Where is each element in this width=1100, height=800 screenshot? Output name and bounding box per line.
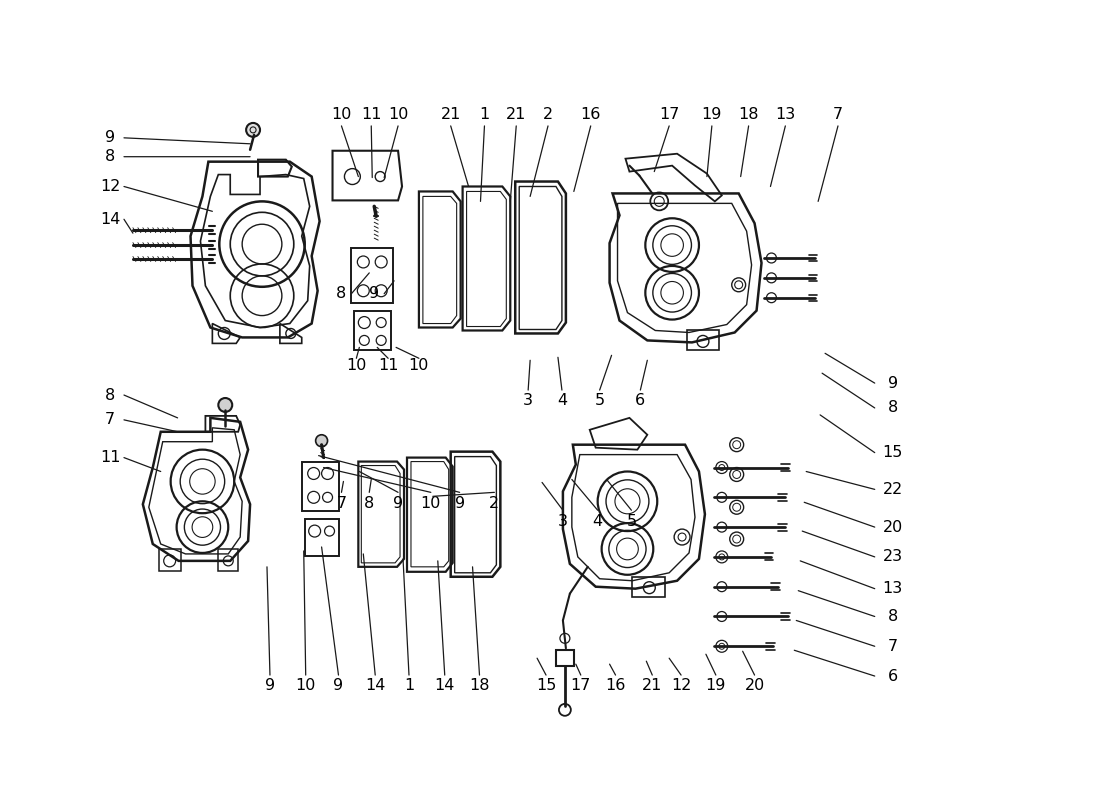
Text: 21: 21	[440, 107, 461, 122]
Text: 10: 10	[409, 358, 429, 373]
Text: 12: 12	[671, 678, 691, 694]
Text: 9: 9	[104, 130, 116, 146]
Text: 1: 1	[404, 678, 414, 694]
Text: 9: 9	[888, 376, 898, 390]
Text: 3: 3	[558, 514, 568, 529]
Text: 5: 5	[595, 394, 605, 409]
Text: 10: 10	[420, 496, 441, 510]
Text: 6: 6	[888, 669, 898, 683]
Text: 9: 9	[370, 286, 379, 302]
Text: 10: 10	[346, 358, 366, 373]
Text: 19: 19	[702, 107, 722, 122]
Text: 12: 12	[100, 179, 120, 194]
Text: 8: 8	[364, 496, 374, 510]
Text: 9: 9	[393, 496, 403, 510]
Text: 9: 9	[454, 496, 464, 510]
Text: 4: 4	[557, 394, 566, 409]
Text: 10: 10	[388, 107, 408, 122]
Text: 14: 14	[365, 678, 385, 694]
Text: 18: 18	[738, 107, 759, 122]
Text: 7: 7	[833, 107, 843, 122]
Text: 10: 10	[331, 107, 352, 122]
Text: 20: 20	[882, 520, 903, 534]
Text: 11: 11	[361, 107, 382, 122]
Text: 17: 17	[659, 107, 680, 122]
Text: 11: 11	[100, 450, 120, 465]
Text: 8: 8	[104, 150, 116, 164]
Text: 7: 7	[104, 412, 116, 427]
Text: 10: 10	[296, 678, 316, 694]
Text: 14: 14	[434, 678, 455, 694]
Text: 8: 8	[337, 286, 346, 302]
Text: 21: 21	[506, 107, 527, 122]
Text: 16: 16	[581, 107, 601, 122]
Text: 2: 2	[490, 496, 499, 510]
Text: 8: 8	[888, 609, 898, 624]
Text: 13: 13	[882, 581, 903, 596]
Text: 23: 23	[882, 550, 903, 565]
Text: 2: 2	[543, 107, 553, 122]
Text: 4: 4	[593, 514, 603, 529]
Text: 9: 9	[333, 678, 343, 694]
Text: 13: 13	[776, 107, 795, 122]
Circle shape	[316, 434, 328, 446]
Text: 18: 18	[470, 678, 490, 694]
Text: 3: 3	[524, 394, 534, 409]
Text: 21: 21	[642, 678, 662, 694]
Text: 15: 15	[882, 445, 903, 460]
Text: 8: 8	[888, 401, 898, 415]
Text: 19: 19	[706, 678, 726, 694]
Text: 17: 17	[571, 678, 591, 694]
Text: 16: 16	[605, 678, 626, 694]
Text: 8: 8	[104, 387, 116, 402]
Text: 7: 7	[888, 638, 898, 654]
Text: 11: 11	[378, 358, 398, 373]
Text: 20: 20	[745, 678, 764, 694]
Text: 15: 15	[536, 678, 557, 694]
Circle shape	[246, 123, 260, 137]
Text: 1: 1	[480, 107, 490, 122]
Text: 7: 7	[337, 496, 346, 510]
Text: 14: 14	[100, 212, 120, 226]
Text: 6: 6	[636, 394, 646, 409]
Circle shape	[218, 398, 232, 412]
Text: 5: 5	[626, 514, 637, 529]
Text: 22: 22	[882, 482, 903, 497]
Text: 9: 9	[265, 678, 275, 694]
